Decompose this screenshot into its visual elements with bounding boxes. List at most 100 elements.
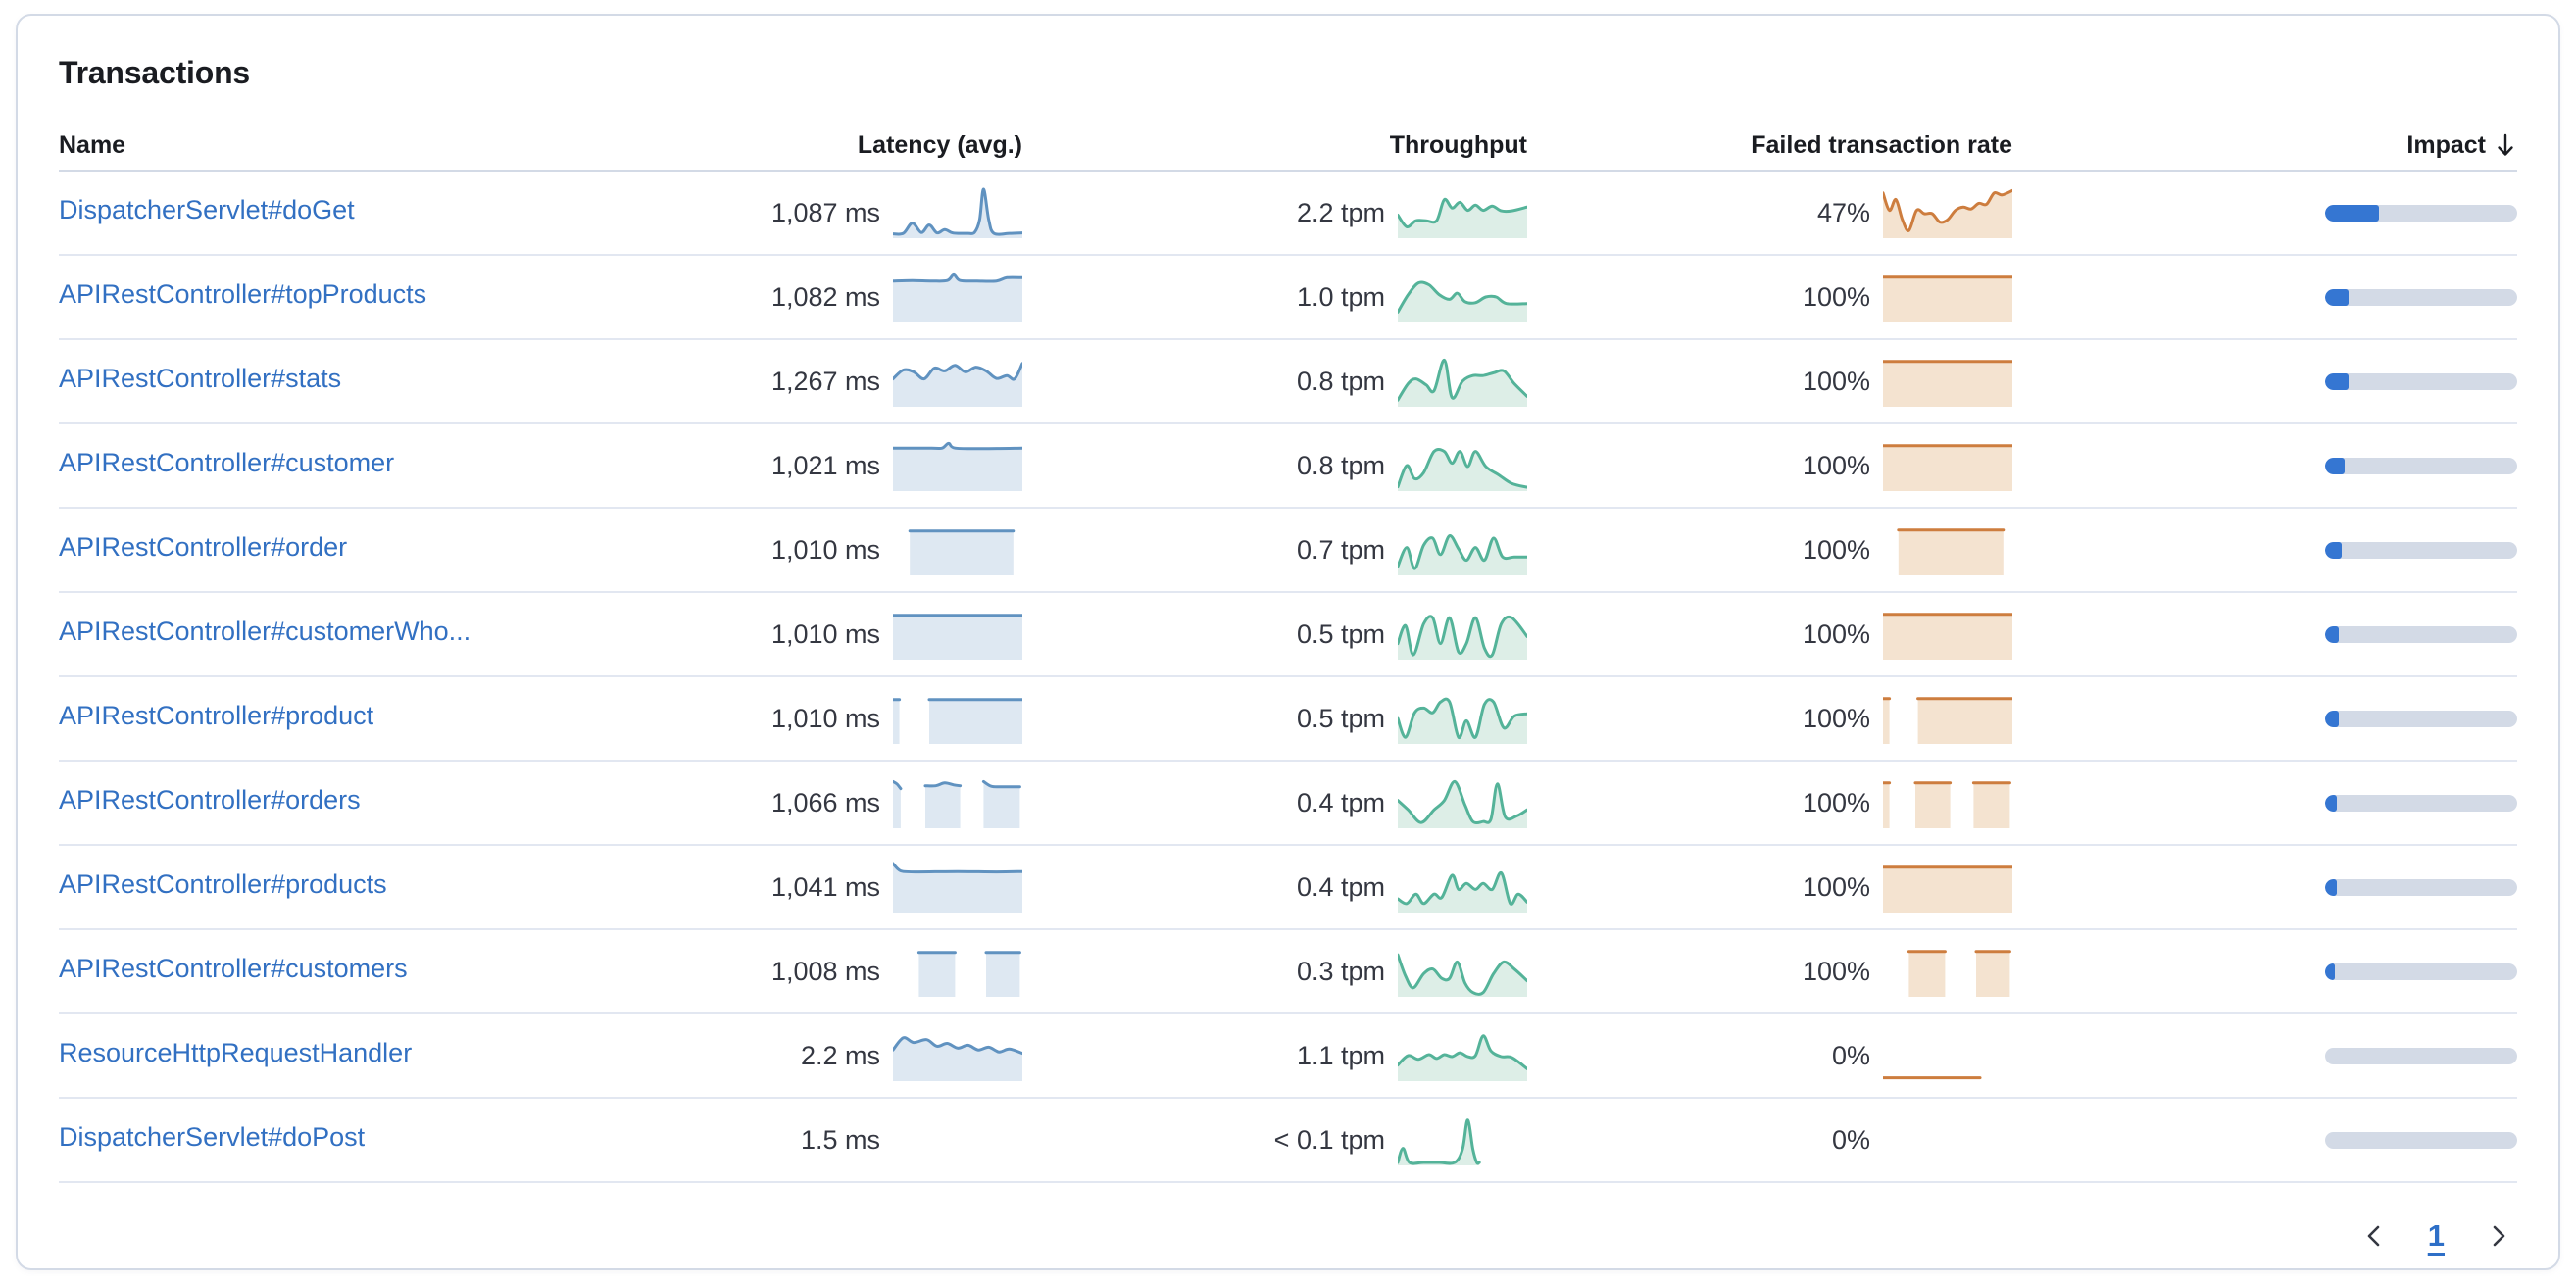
throughput-value: 1.0 tpm xyxy=(1296,281,1385,312)
latency-sparkline-box xyxy=(893,187,1022,238)
transaction-link[interactable]: APIRestController#stats xyxy=(59,364,342,393)
impact-bar xyxy=(2325,1131,2517,1149)
throughput-sparkline xyxy=(1398,447,1527,491)
latency-value: 1,008 ms xyxy=(770,956,880,986)
chevron-left-icon xyxy=(2367,1225,2380,1247)
column-header-impact[interactable]: Impact xyxy=(2012,131,2517,160)
throughput-value: 0.5 tpm xyxy=(1296,703,1385,733)
latency-value: 1,010 ms xyxy=(770,534,880,565)
transaction-link[interactable]: APIRestController#customerWho... xyxy=(59,617,471,646)
throughput-sparkline xyxy=(1398,953,1527,997)
throughput-sparkline xyxy=(1398,1034,1527,1081)
latency-sparkline xyxy=(908,529,1016,575)
page-1-button[interactable]: 1 xyxy=(2427,1218,2445,1253)
latency-value: 1,010 ms xyxy=(770,618,880,649)
column-header-throughput[interactable]: Throughput xyxy=(1389,130,1527,159)
failed-rate-sparkline xyxy=(1883,781,2011,828)
transaction-link[interactable]: DispatcherServlet#doGet xyxy=(59,195,355,224)
throughput-sparkline-box xyxy=(1398,862,1527,913)
transaction-link[interactable]: APIRestController#products xyxy=(59,869,387,899)
column-header-name[interactable]: Name xyxy=(59,130,126,159)
next-page-button[interactable] xyxy=(2482,1217,2515,1255)
latency-value-cell: 1,021 ms xyxy=(601,440,1022,491)
latency-value: 1,041 ms xyxy=(770,871,880,902)
table-row: APIRestController#product 1,010 ms 0.5 tpm… xyxy=(59,677,2517,762)
throughput-sparkline xyxy=(1398,615,1527,660)
pagination: 1 xyxy=(59,1209,2515,1263)
latency-sparkline-box xyxy=(893,1114,1022,1165)
latency-sparkline xyxy=(893,441,1022,491)
failed-rate-sparkline-box xyxy=(1883,862,2012,913)
latency-sparkline-box xyxy=(893,609,1022,660)
table-row: ResourceHttpRequestHandler 2.2 ms 1.1 tpm 0… xyxy=(59,1014,2517,1099)
throughput-sparkline-box xyxy=(1398,777,1527,828)
latency-sparkline-box xyxy=(893,777,1022,828)
column-header-failed-rate[interactable]: Failed transaction rate xyxy=(1751,130,2012,159)
throughput-sparkline-box xyxy=(1398,946,1527,997)
failed-rate-value-cell: 100% xyxy=(1527,862,2012,913)
impact-cell xyxy=(2012,710,2517,727)
failed-rate-value-cell: 100% xyxy=(1527,272,2012,322)
throughput-sparkline xyxy=(1398,534,1527,575)
impact-cell xyxy=(2012,372,2517,390)
failed-rate-value: 100% xyxy=(1802,956,1870,986)
transaction-name-cell: APIRestController#customerWho... xyxy=(59,617,601,652)
throughput-value: 0.5 tpm xyxy=(1296,618,1385,649)
transaction-link[interactable]: APIRestController#customer xyxy=(59,448,395,477)
throughput-sparkline-box xyxy=(1398,440,1527,491)
transaction-link[interactable]: APIRestController#customers xyxy=(59,954,408,983)
transaction-link[interactable]: APIRestController#product xyxy=(59,701,374,730)
throughput-value-cell: 0.5 tpm xyxy=(1022,693,1527,744)
table-row: APIRestController#orders 1,066 ms 0.4 tpm 1… xyxy=(59,762,2517,846)
failed-rate-value: 100% xyxy=(1802,281,1870,312)
latency-value-cell: 1,087 ms xyxy=(601,187,1022,238)
latency-sparkline xyxy=(893,1036,1022,1081)
latency-value-cell: 1,066 ms xyxy=(601,777,1022,828)
failed-rate-value-cell: 100% xyxy=(1527,356,2012,407)
table-row: DispatcherServlet#doGet 1,087 ms 2.2 tpm 47… xyxy=(59,172,2517,256)
impact-header-label: Impact xyxy=(2406,130,2486,159)
transaction-name-cell: DispatcherServlet#doPost xyxy=(59,1122,601,1158)
latency-sparkline-box xyxy=(893,524,1022,575)
impact-bar xyxy=(2325,625,2517,643)
failed-rate-value-cell: 100% xyxy=(1527,946,2012,997)
impact-bar xyxy=(2325,710,2517,727)
latency-value-cell: 1,010 ms xyxy=(601,609,1022,660)
impact-cell xyxy=(2012,963,2517,980)
column-header-latency[interactable]: Latency (avg.) xyxy=(857,130,1022,159)
page-title: Transactions xyxy=(59,55,251,90)
table-row: APIRestController#customers 1,008 ms 0.3 t… xyxy=(59,930,2517,1014)
latency-value-cell: 1,008 ms xyxy=(601,946,1022,997)
transaction-link[interactable]: APIRestController#orders xyxy=(59,785,361,815)
table-row: APIRestController#stats 1,267 ms 0.8 tpm 10… xyxy=(59,340,2517,424)
impact-bar xyxy=(2325,288,2517,306)
throughput-value: 1.1 tpm xyxy=(1296,1040,1385,1070)
throughput-value-cell: 0.4 tpm xyxy=(1022,777,1527,828)
previous-page-button[interactable] xyxy=(2357,1217,2391,1255)
failed-rate-value: 100% xyxy=(1802,618,1870,649)
table-row: DispatcherServlet#doPost 1.5 ms < 0.1 tpm 0… xyxy=(59,1099,2517,1183)
throughput-sparkline xyxy=(1398,280,1527,322)
impact-bar-fill xyxy=(2325,710,2339,727)
throughput-value: < 0.1 tpm xyxy=(1273,1124,1385,1155)
failed-rate-value: 100% xyxy=(1802,366,1870,396)
throughput-sparkline-box xyxy=(1398,693,1527,744)
latency-value-cell: 1,010 ms xyxy=(601,524,1022,575)
failed-rate-sparkline xyxy=(1883,697,2012,744)
impact-cell xyxy=(2012,204,2517,222)
latency-sparkline-box xyxy=(893,356,1022,407)
latency-sparkline-box xyxy=(893,946,1022,997)
throughput-value-cell: 0.5 tpm xyxy=(1022,609,1527,660)
transaction-link[interactable]: APIRestController#order xyxy=(59,532,348,562)
failed-rate-sparkline xyxy=(1883,360,2012,407)
transaction-link[interactable]: DispatcherServlet#doPost xyxy=(59,1122,366,1152)
latency-sparkline xyxy=(893,614,1022,660)
impact-bar-fill xyxy=(2325,625,2339,643)
failed-rate-sparkline-box xyxy=(1883,272,2012,322)
throughput-sparkline-box xyxy=(1398,524,1527,575)
impact-cell xyxy=(2012,794,2517,812)
latency-sparkline xyxy=(916,951,1021,997)
transaction-link[interactable]: APIRestController#topProducts xyxy=(59,279,427,309)
transaction-link[interactable]: ResourceHttpRequestHandler xyxy=(59,1038,413,1067)
